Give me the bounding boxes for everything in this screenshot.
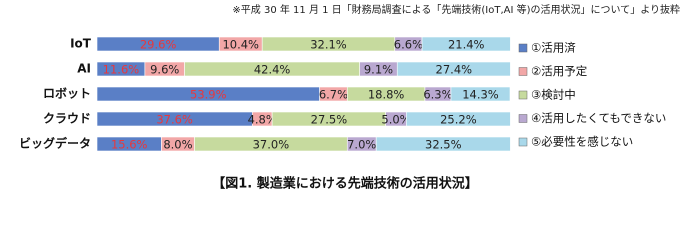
chart: ※平成 30 年 11 月 1 日「財務局調査による「先端技術(IoT,AI 等…: [19, 3, 680, 192]
value-label: 29.6%: [140, 38, 177, 52]
value-label: 27.5%: [311, 113, 348, 127]
value-label: 21.4%: [448, 38, 485, 52]
value-label: 9.1%: [364, 63, 393, 77]
bar-segment: [375, 136, 511, 152]
value-label: 6.3%: [423, 88, 452, 102]
bar-segment: [421, 36, 511, 52]
value-label: 18.8%: [368, 88, 405, 102]
value-label: 5.0%: [381, 113, 410, 127]
bar-segment: [396, 61, 511, 77]
value-label: 11.6%: [103, 63, 140, 77]
value-label: 32.5%: [425, 138, 462, 152]
category-label: クラウド: [43, 112, 91, 126]
value-label: 14.3%: [462, 88, 499, 102]
value-label: 27.4%: [436, 63, 473, 77]
value-label: 32.1%: [310, 38, 347, 52]
value-label: 42.4%: [254, 63, 291, 77]
legend-label: ②活用予定: [531, 64, 588, 78]
category-label: ロボット: [43, 86, 91, 101]
legend-swatch: [518, 43, 528, 53]
value-label: 9.6%: [150, 63, 179, 77]
value-label: 25.2%: [440, 113, 477, 127]
bar-segment: [450, 86, 511, 102]
value-label: 37.6%: [156, 113, 193, 127]
legend-label: ③検討中: [531, 88, 576, 102]
value-label: 6.7%: [319, 88, 348, 102]
value-label: 10.4%: [222, 38, 259, 52]
legend-label: ⑤必要性を感じない: [531, 135, 633, 149]
source-note: ※平成 30 年 11 月 1 日「財務局調査による「先端技術(IoT,AI 等…: [232, 3, 680, 16]
value-label: 53.9%: [190, 88, 227, 102]
legend-swatch: [518, 137, 528, 147]
category-label: IoT: [70, 37, 92, 51]
value-label: 6.6%: [394, 38, 423, 52]
value-label: 4.8%: [248, 113, 277, 127]
value-label: 15.6%: [111, 138, 148, 152]
legend-swatch: [518, 90, 528, 100]
chart-title: 【図1. 製造業における先端技術の活用状況】: [212, 176, 478, 192]
category-label: ビッグデータ: [19, 136, 91, 151]
value-label: 7.0%: [347, 138, 376, 152]
value-label: 8.0%: [163, 138, 192, 152]
legend-label: ④活用したくてもできない: [531, 111, 666, 125]
legend-swatch: [518, 67, 528, 76]
value-label: 37.0%: [253, 138, 290, 152]
bar-segment: [406, 111, 511, 127]
legend-label: ①活用済: [531, 41, 576, 55]
legend-swatch: [518, 114, 528, 123]
category-label: AI: [77, 62, 91, 76]
